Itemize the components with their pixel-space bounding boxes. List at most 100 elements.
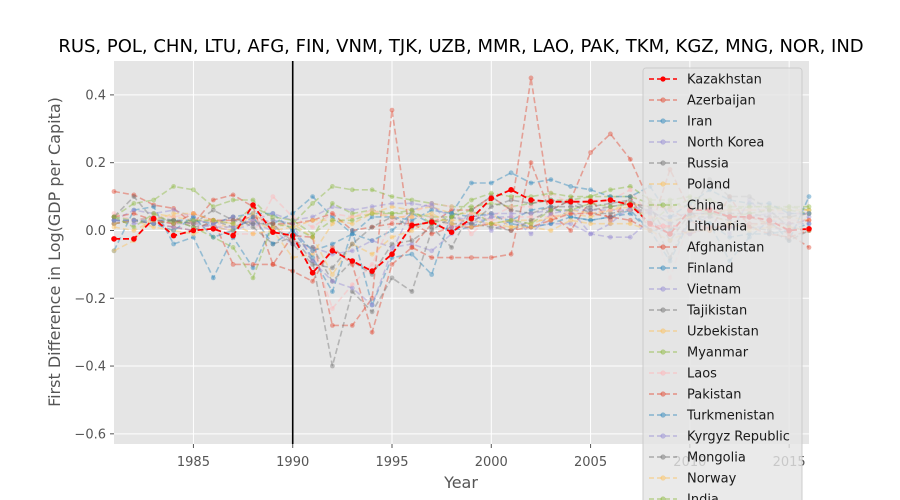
data-point [111, 221, 117, 227]
data-point [588, 214, 593, 220]
data-point [270, 194, 276, 200]
data-point [409, 245, 415, 250]
legend-marker [660, 454, 666, 460]
data-point [111, 214, 117, 220]
data-point [310, 248, 315, 254]
data-point [210, 217, 216, 223]
data-point [627, 211, 633, 216]
data-point [528, 160, 534, 166]
data-point [230, 217, 236, 223]
data-point [429, 201, 435, 206]
data-point [310, 258, 315, 264]
data-point [151, 224, 157, 230]
data-point [608, 234, 613, 240]
data-point [389, 214, 395, 220]
data-point [270, 229, 276, 235]
data-point [230, 228, 236, 233]
data-point [627, 194, 633, 200]
data-point [488, 201, 494, 206]
data-point [151, 221, 157, 227]
data-point [488, 224, 494, 230]
data-point [369, 207, 375, 213]
data-point [806, 226, 812, 232]
data-point [369, 295, 375, 301]
data-point [488, 221, 494, 227]
data-point [508, 224, 514, 230]
data-point [349, 214, 355, 220]
data-point [449, 214, 454, 220]
data-point [250, 197, 256, 203]
data-point [429, 201, 435, 206]
data-point [488, 211, 494, 216]
data-point [111, 221, 117, 227]
data-point [270, 221, 276, 227]
data-point [508, 170, 514, 176]
data-point [250, 221, 256, 227]
data-point [151, 202, 157, 208]
legend-item: Afghanistan [649, 241, 764, 256]
data-point [508, 187, 514, 193]
legend-marker [660, 97, 666, 103]
data-point [568, 204, 574, 210]
x-tick-label: 1985 [177, 455, 210, 470]
data-point [250, 265, 256, 271]
data-point [349, 207, 355, 213]
legend-label: Vietnam [687, 283, 741, 298]
data-point [111, 214, 117, 220]
data-point [588, 231, 593, 237]
data-point [528, 214, 534, 220]
data-point [171, 217, 177, 223]
data-point [429, 224, 435, 230]
data-point [608, 187, 613, 193]
legend-marker [660, 349, 666, 355]
legend-marker [660, 223, 666, 229]
data-point [449, 204, 454, 210]
data-point [270, 262, 276, 267]
data-point [528, 231, 534, 237]
data-point [270, 241, 276, 247]
data-point [389, 211, 395, 216]
data-point [250, 275, 256, 281]
legend-label: Afghanistan [687, 241, 764, 256]
legend-label: Uzbekistan [687, 325, 759, 340]
data-point [170, 232, 177, 239]
data-point [310, 201, 315, 206]
data-point [409, 241, 415, 247]
data-point [191, 211, 196, 216]
data-point [230, 214, 236, 220]
data-point [608, 131, 613, 137]
data-point [409, 211, 415, 216]
legend-item: Pakistan [649, 388, 741, 403]
data-point [508, 221, 514, 227]
data-point [191, 211, 196, 216]
data-point [409, 201, 415, 206]
data-point [608, 221, 613, 227]
legend-label: Azerbaijan [687, 94, 756, 109]
data-point [111, 214, 117, 220]
data-point [270, 214, 276, 220]
data-point [508, 217, 514, 223]
data-point [369, 268, 375, 274]
data-point [310, 245, 315, 250]
data-point [131, 207, 137, 213]
data-point [270, 221, 276, 227]
data-point [171, 228, 177, 233]
data-point [151, 204, 157, 210]
data-point [230, 224, 236, 230]
data-point [369, 224, 375, 230]
data-point [171, 211, 177, 216]
legend-marker [660, 391, 666, 397]
data-point [250, 224, 256, 230]
data-point [588, 211, 593, 216]
data-point [627, 202, 634, 208]
data-point [389, 251, 395, 257]
data-point [171, 217, 177, 223]
legend-label: Poland [687, 178, 730, 193]
data-point [151, 211, 157, 216]
data-point [349, 217, 355, 223]
legend-marker [660, 244, 666, 250]
data-point [131, 228, 137, 233]
data-point [508, 251, 514, 257]
data-point [151, 221, 157, 227]
legend-item: Turkmenistan [649, 409, 775, 424]
